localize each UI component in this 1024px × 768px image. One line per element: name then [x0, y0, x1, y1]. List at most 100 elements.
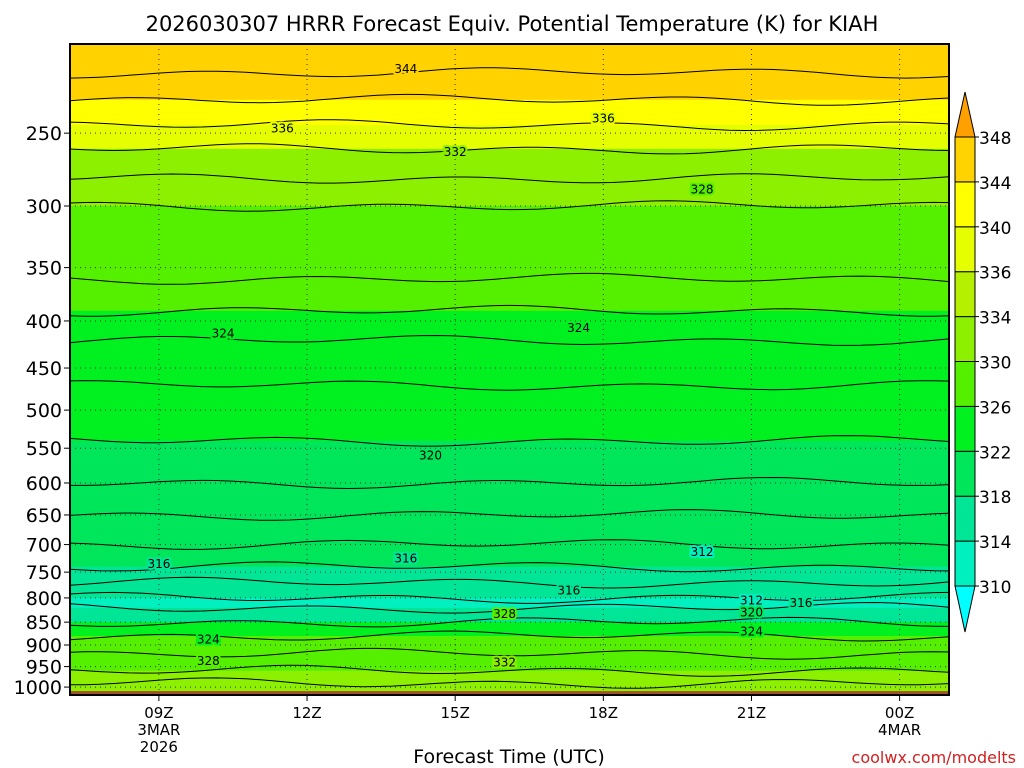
contour-label: 320 [740, 606, 763, 620]
y-tick-label: 550 [26, 438, 62, 460]
shaded-band [70, 278, 949, 312]
contour-line [69, 677, 950, 689]
colorbar-tick-label: 344 [979, 174, 1011, 194]
x-tick-label: 18Z [589, 704, 618, 722]
contour-line [69, 591, 950, 604]
shaded-band [70, 653, 949, 672]
shaded-band [70, 72, 949, 101]
colorbar-swatch [954, 271, 976, 318]
y-tick-label: 850 [26, 612, 62, 634]
plot-area [70, 44, 949, 696]
contour-line [69, 119, 950, 132]
colorbar-tick-label: 318 [979, 488, 1011, 508]
colorbar-tick-label: 326 [979, 398, 1011, 418]
contour-line [69, 200, 950, 212]
contour-label: 328 [493, 607, 516, 621]
shaded-band [70, 310, 949, 342]
ground-strip [70, 691, 949, 695]
contour-label: 324 [212, 327, 235, 341]
contour-label: 332 [444, 145, 467, 159]
shaded-band [70, 148, 949, 180]
shaded-band [70, 440, 949, 484]
shaded-band [70, 178, 949, 207]
contour-line [69, 576, 950, 589]
colorbar-tick-label: 348 [979, 129, 1011, 149]
colorbar-top-arrow [954, 91, 976, 138]
y-tick-label: 350 [26, 258, 62, 280]
contour-line [69, 539, 950, 550]
y-tick-label: 450 [26, 358, 62, 380]
y-tick-label: 800 [26, 588, 62, 610]
shaded-band [70, 99, 949, 126]
contour-label: 312 [740, 593, 763, 607]
y-tick-label: 900 [26, 635, 62, 657]
plot-grid [70, 44, 949, 695]
contour-label: 316 [789, 596, 812, 610]
x-axis-label: Forecast Time (UTC) [413, 746, 604, 768]
y-tick-label: 650 [26, 505, 62, 527]
shaded-band [70, 515, 949, 546]
x-tick-label: 09Z [144, 704, 173, 722]
contour-label: 316 [147, 557, 170, 571]
contour-label: 324 [197, 633, 220, 647]
x-tick-label: 2026 [140, 738, 178, 756]
contour-label: 316 [394, 552, 417, 566]
contour-line [69, 561, 950, 573]
colorbar-tick-label: 310 [979, 578, 1011, 598]
contour-line [69, 93, 950, 106]
contour-label: 328 [691, 183, 714, 197]
colorbar-tick-label: 322 [979, 443, 1011, 463]
watermark: coolwx.com/modelts [852, 748, 1016, 767]
shaded-band [70, 607, 949, 623]
x-tick-label: 12Z [292, 704, 321, 722]
contour-line [69, 647, 950, 660]
chart-title: 2026030307 HRRR Forecast Equiv. Potentia… [146, 12, 879, 36]
colorbar-swatch [954, 540, 976, 587]
contour-line [69, 664, 950, 677]
contour-label: 328 [197, 654, 220, 668]
x-tick-label: 15Z [441, 704, 470, 722]
contour-line [69, 509, 950, 521]
shaded-band [70, 340, 949, 387]
colorbar-tick-label: 334 [979, 309, 1011, 329]
contour-label: 316 [557, 583, 580, 597]
y-axis: 2503003504004505005506006507007508008509… [14, 123, 70, 699]
contour-label: 320 [419, 448, 442, 462]
shaded-band [70, 544, 949, 568]
shaded-band [70, 622, 949, 637]
colorbar-swatch [954, 226, 976, 273]
y-tick-label: 300 [26, 196, 62, 218]
contour-line [69, 67, 950, 79]
contour-line [69, 435, 950, 447]
contour-label: 336 [592, 112, 615, 126]
contour-label: 324 [567, 321, 590, 335]
contour-label: 344 [394, 62, 417, 76]
colorbar-swatch [954, 316, 976, 363]
contour-line [69, 616, 950, 628]
shaded-band [70, 582, 949, 599]
colorbar-swatch [954, 495, 976, 542]
contour-label: 324 [740, 624, 763, 638]
shaded-band [70, 636, 949, 655]
shaded-band [70, 483, 949, 516]
contour-label: 332 [493, 655, 516, 669]
colorbar-tick-label: 314 [979, 533, 1011, 553]
colorbar-swatch [954, 450, 976, 497]
shaded-band [70, 44, 949, 74]
contour-line [69, 304, 950, 317]
colorbar-tick-label: 336 [979, 264, 1011, 284]
plot-frame [69, 43, 950, 696]
contour-line [69, 173, 950, 184]
y-tick-label: 950 [26, 657, 62, 679]
y-tick-label: 750 [26, 562, 62, 584]
y-tick-label: 400 [26, 311, 62, 333]
colorbar-swatch [954, 361, 976, 407]
y-tick-label: 500 [26, 400, 62, 422]
shaded-band [70, 385, 949, 442]
shaded-band [70, 206, 949, 280]
contour-line [70, 476, 950, 490]
contour-line [69, 143, 950, 155]
